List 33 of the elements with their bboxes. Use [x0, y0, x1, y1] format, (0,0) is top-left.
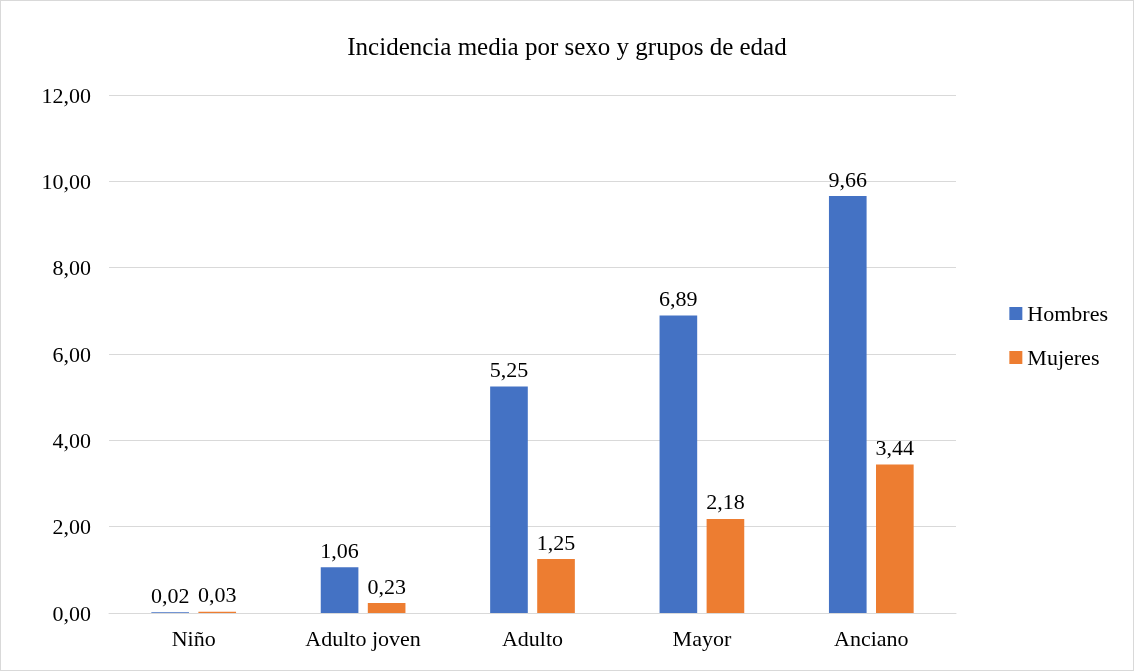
bar [828, 196, 867, 613]
data-label: 5,25 [489, 356, 529, 382]
x-tick-label: Adulto joven [305, 625, 421, 651]
bar [537, 559, 575, 613]
legend-label: Mujeres [1027, 345, 1100, 370]
y-tick-label: 10,00 [41, 168, 91, 194]
x-tick-label: Niño [171, 625, 216, 651]
bar [367, 603, 406, 613]
x-tick-label: Adulto [501, 625, 564, 651]
bar [659, 315, 698, 613]
x-tick-label: Mayor [672, 625, 732, 651]
y-tick-label: 4,00 [52, 427, 91, 453]
data-label: 3,44 [875, 435, 915, 461]
y-tick-label: 2,00 [52, 514, 91, 540]
data-label: 0,23 [367, 573, 406, 599]
x-tick-label: Anciano [834, 625, 909, 651]
legend-label: Hombres [1027, 301, 1108, 326]
data-label: 0,03 [197, 582, 237, 608]
y-tick-label: 12,00 [41, 82, 91, 108]
data-label: 1,25 [536, 529, 576, 555]
bar [876, 464, 914, 613]
data-label: 6,89 [659, 286, 698, 312]
data-label: 0,02 [150, 582, 190, 608]
data-label: 1,06 [320, 537, 359, 563]
y-tick-label: 0,00 [52, 600, 91, 626]
bar [490, 386, 528, 613]
data-label: 9,66 [828, 166, 868, 192]
data-label: 2,18 [706, 489, 745, 515]
bar [320, 567, 359, 613]
chart-title: Incidencia media por sexo y grupos de edad [347, 33, 788, 60]
y-tick-label: 8,00 [52, 255, 91, 281]
bar [706, 518, 745, 613]
y-tick-label: 6,00 [52, 341, 91, 367]
